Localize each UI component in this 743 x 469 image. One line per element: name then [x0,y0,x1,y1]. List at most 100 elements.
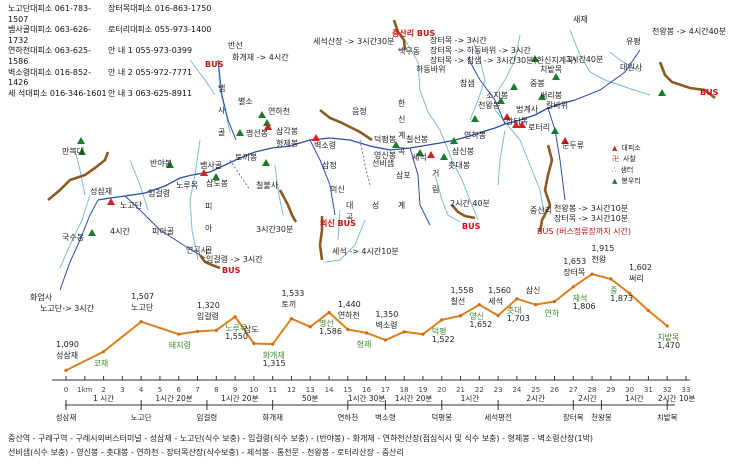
km-tick-label: 26 [550,386,559,394]
km-tick-label: 8 [214,386,218,394]
legend-label: 사찰 [623,155,636,163]
elevation-point [64,368,68,372]
profile-point-name: 덕평 [431,326,447,336]
legend-icon: 卍 [612,155,619,163]
byeoksoryeong-label: 벽소령 [314,141,337,150]
itinerary-line-1: 중산역 - 구례구역 - 구례시외버스터미널 - 성삼재 - 노고단(식수 보충… [8,434,594,443]
profile-point-elevation: 1,806 [572,301,596,311]
elevation-profile [64,272,669,372]
profile-point-name: 형제 [356,340,372,349]
profile-point-name: 영신 [469,311,485,321]
streams [59,29,651,269]
timeline-duration: 1시간 [461,393,480,403]
timeline-place: 연하천 [337,412,358,422]
km-tick-label: 0 [64,386,68,394]
geori-route-label: 2시간 40분 [450,199,490,208]
elevation-point [271,342,275,346]
chotdaebong-label: 촛대봉 [448,161,471,170]
elevation-point [402,330,406,334]
profile-point-elevation: 1,703 [506,313,530,323]
elevation-point [383,338,387,342]
legend-label: 봉우리 [621,177,641,185]
contact-entry: 안 내 1 055-973-0399 [108,46,193,56]
samgakbong-label: 삼각봉 [276,127,299,136]
km-tick-label: 2 [101,386,105,394]
km-tick-label: 14 [325,386,334,394]
daewonsa-label: 대원사 [620,63,643,72]
jungsanri-label: 중산리 [530,206,553,215]
km-tick-label: 18 [400,386,409,394]
timeline-place: 천왕봉 [591,412,612,422]
km-tick-label: 30 [625,386,634,394]
elevation-point [534,303,538,307]
timeline-duration: 2시간 [526,393,545,403]
jangteomok-label: 장터목 [506,117,529,126]
profile-point-name: 삼도 [243,324,259,334]
timeline-place: 성삼재 [56,412,77,422]
profile-point-name: 벽소령 [375,321,398,330]
byeolso-label: 별소 [238,97,253,106]
km-tick-label: 17 [381,386,390,394]
seonbiseam-label: 선비샘 [372,159,395,168]
timeline-duration: 1시간 20분 [221,393,258,403]
jungsan-bus-label: 중산리 BUS [392,29,436,38]
profile-point-name: 연하천 [337,310,360,320]
profile-point-elevation: 1,470 [657,341,681,350]
itinerary-line-2: 선비샘(식수 보충) - 영신봉 - 촛대봉 - 연하천 - 장터목산장(식수보… [8,448,404,457]
bansun-label: 반선 [228,41,243,50]
elevation-point [440,318,444,322]
cheonwangbong-label: 천왕봉 [478,101,501,110]
km-tick-label: 24 [512,386,521,394]
seongsamjae-label: 성삼재 [90,187,113,196]
elevation-point [515,297,519,301]
km-tick-label: 6 [176,386,181,394]
profile-point-elevation: 1,652 [469,319,493,329]
yupyeong-route-label: 3시간40분 [566,55,604,64]
yeonhacheon-route-label: 3시간30분 [256,225,294,234]
sudeuru-label: 순두류 [562,141,585,150]
baekmu-label: 백무동 [398,47,421,56]
profile-point-elevation: 1,602 [629,263,652,273]
km-tick-label: 3 [120,386,124,394]
profile-point-elevation: 1,533 [281,288,305,298]
km-tick-label: 21 [456,386,465,394]
legend-icon: ▲ [612,144,618,152]
timeline-duration: 1시간 20분 [395,393,432,403]
profile-point-elevation: 1,915 [591,244,615,254]
jungsan-routes-label: 천왕봉 -> 3시간10분 장터목 -> 3시간10분 [554,204,629,223]
elevation-point [365,331,369,335]
elevation-point [665,324,669,328]
km-tick-label: 23 [494,386,503,394]
samjeong-label: 삼정 [322,161,337,170]
profile-point-name: 노고단 [131,302,154,312]
yeongok-bus-label: BUS [222,266,241,275]
elevation-point [195,329,200,333]
contact-row: 벽소령대피소 016-852-1426 안 내 2 055-972-7771 [8,68,211,89]
nogodan-label: 노고단 [120,201,143,210]
profile-point-name: 임걸령 [196,312,219,322]
hyeongjebong-label: 형제봉 [276,139,299,148]
contact-entry: 안 내 3 063-625-8911 [108,88,193,98]
elevation-point [609,277,613,281]
samdobong-label: 삼도봉 [206,179,229,188]
km-tick-label: 5 [158,386,162,394]
hwaeomsa-label: 화엄사 [30,293,53,302]
sojibong-label: 소지봉 [486,91,509,100]
elevation-point [233,315,237,319]
timeline-duration: 1 시간 [93,393,114,403]
profile-point-elevation: 1,550 [225,331,248,341]
legend-item: ▲ 봉우리 [612,176,641,187]
km-tick-label: 20 [437,386,446,394]
banyabong-label: 반야봉 [150,159,173,168]
yeonhabong-label: 연하봉 [464,131,487,140]
manboksa-label: 만복대 [62,147,85,156]
km-tick-label: 27 [569,386,578,394]
km-tick-label: 15 [343,386,352,394]
deokpyeongbong-label: 덕평봉 [374,135,397,144]
timeline-duration: 2시간 10분 [658,393,695,403]
uisin-bus-label: 의신 BUS [320,219,356,228]
roads [47,19,716,270]
profile-point-name: 천왕 [591,255,607,265]
profile-point-name: 촛대 [506,305,522,315]
